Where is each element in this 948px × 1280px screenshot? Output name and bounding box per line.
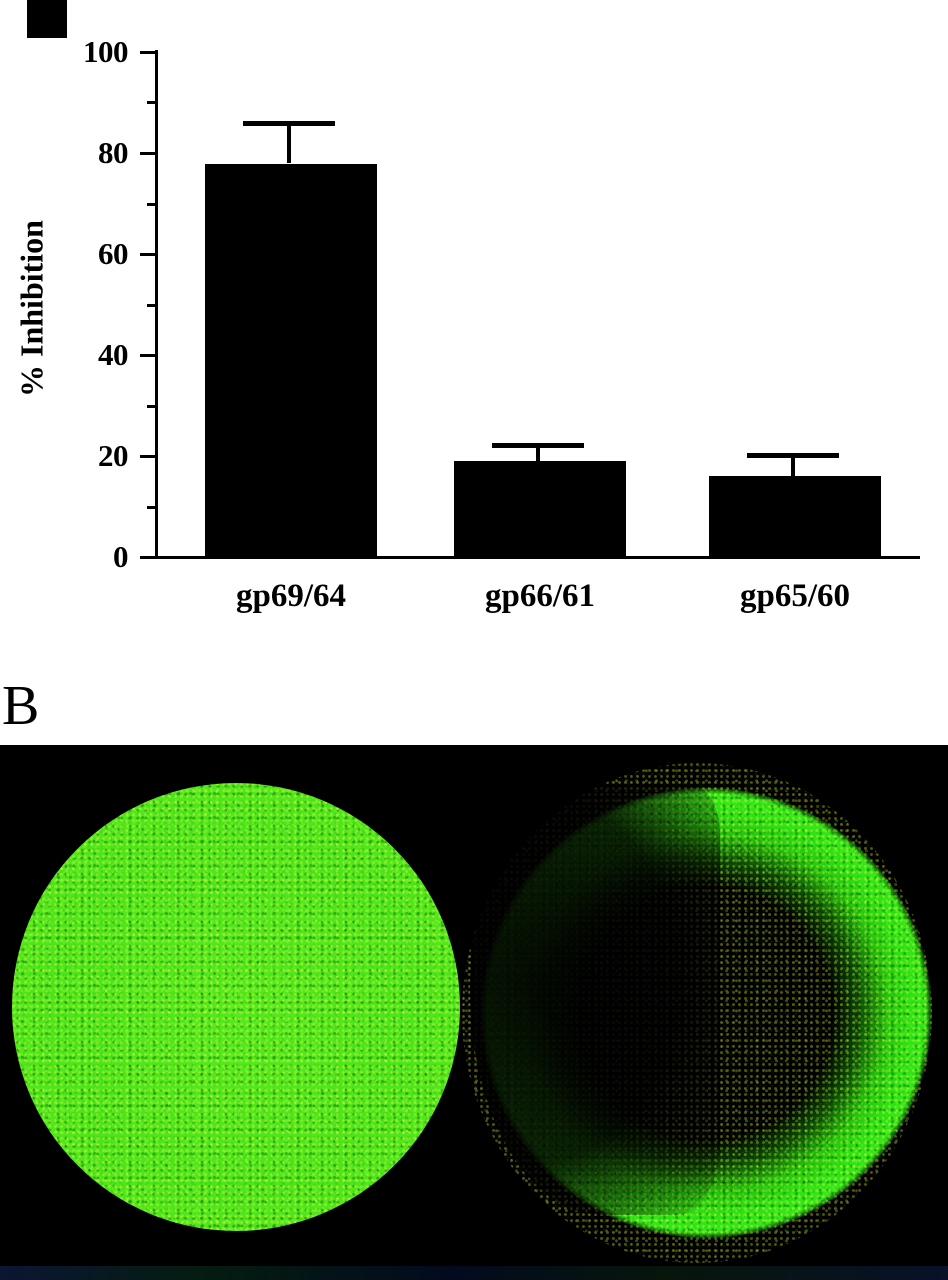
- error-bar-stem-1: [287, 121, 291, 163]
- y-tick-0: [140, 556, 156, 559]
- y-tick-100: [140, 51, 156, 54]
- bar-gp65-60: [709, 476, 881, 558]
- y-tick-label-20: 20: [98, 438, 129, 473]
- y-tick-label-60-wrap: 60: [0, 236, 129, 271]
- bar-chart: % Inhibition 0 20 40 60 80: [0, 34, 920, 614]
- panel-a-label-block: [27, 0, 67, 38]
- panel-b-micrograph: [0, 745, 948, 1280]
- y-tick-label-20-wrap: 20: [0, 438, 129, 473]
- y-tick-label-0: 0: [113, 539, 129, 574]
- x-axis-label-gp66-61: gp66/61: [484, 578, 596, 614]
- panel-a: % Inhibition 0 20 40 60 80: [0, 0, 920, 614]
- y-tick-label-40: 40: [98, 337, 129, 372]
- y-minor-tick-50: [147, 304, 156, 307]
- y-tick-20: [140, 455, 156, 458]
- bar-gp69-64: [205, 164, 377, 558]
- y-tick-40: [140, 354, 156, 357]
- y-tick-label-80-wrap: 80: [0, 135, 129, 170]
- y-axis-title: % Inhibition: [13, 220, 50, 397]
- y-minor-tick-90: [147, 101, 156, 104]
- y-tick-label-40-wrap: 40: [0, 337, 129, 372]
- y-tick-label-0-wrap: 0: [0, 539, 129, 574]
- cell-left-uniform-staining: [12, 783, 460, 1231]
- error-bar-stem-3: [791, 453, 795, 477]
- y-minor-tick-10: [147, 506, 156, 509]
- micrograph-bottom-edge-artifact: [0, 1266, 948, 1280]
- y-minor-tick-70: [147, 203, 156, 206]
- y-tick-label-60: 60: [98, 236, 129, 271]
- y-tick-80: [140, 152, 156, 155]
- micrograph-noise-overlay: [0, 745, 948, 1280]
- cell-left-speckle: [12, 783, 460, 1231]
- bar-gp66-61: [454, 461, 626, 558]
- error-bar-stem-2: [536, 443, 540, 463]
- y-axis-line: [155, 50, 158, 558]
- y-tick-60: [140, 253, 156, 256]
- y-minor-tick-30: [147, 405, 156, 408]
- panel-b-label: B: [2, 675, 40, 737]
- x-axis-label-gp65-60: gp65/60: [739, 578, 851, 614]
- y-tick-label-80: 80: [98, 135, 129, 170]
- cell-right-dark-interior: [470, 785, 720, 1215]
- y-tick-label-100: 100: [83, 34, 129, 69]
- x-axis-label-gp69-64: gp69/64: [235, 578, 347, 614]
- y-tick-label-100-wrap: 100: [0, 34, 129, 69]
